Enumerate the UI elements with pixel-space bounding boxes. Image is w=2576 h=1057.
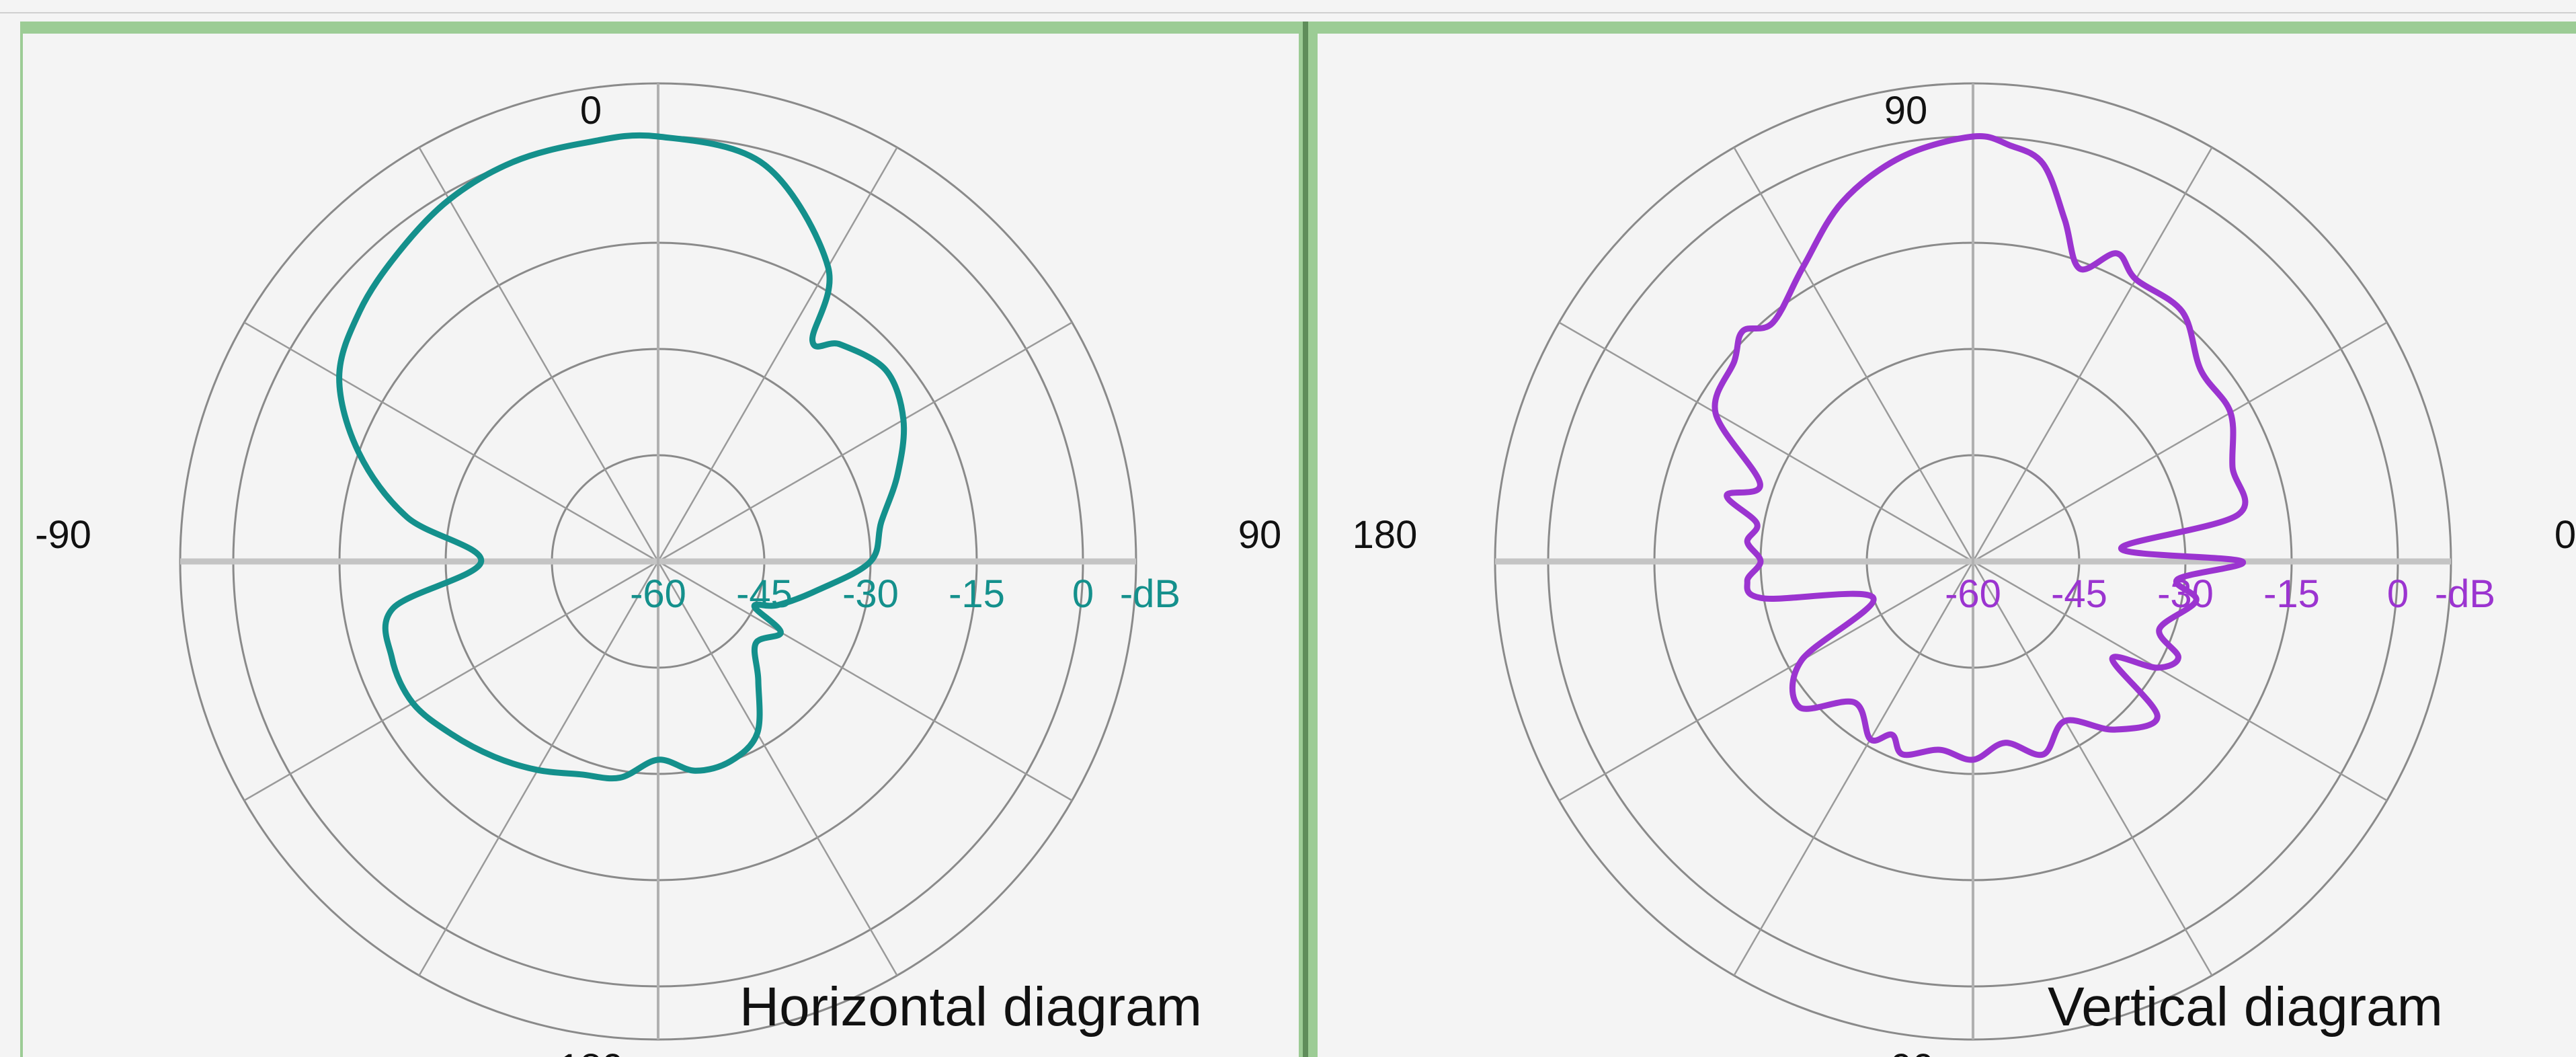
grid-spoke xyxy=(1558,560,1974,801)
radial-tick-label: -45 xyxy=(736,572,793,616)
radial-tick-label: -30 xyxy=(2157,572,2214,616)
radial-tick-label: -60 xyxy=(1945,572,2001,616)
radial-tick-label: -45 xyxy=(2051,572,2107,616)
angle-label-left: -90 xyxy=(35,513,91,557)
radial-tick-label: -15 xyxy=(2263,572,2320,616)
vertical-diagram-panel: -60 -45 -30 -15 0 -dB 90 0 -90 180 Vertical diagra… xyxy=(1315,34,2576,1057)
radial-tick-label: -30 xyxy=(842,572,899,616)
horizontal-polar-chart: -60 -45 -30 -15 0 -dB 0 90 180 -90 Horizontal diag… xyxy=(35,82,1282,1057)
angle-label-bottom: -90 xyxy=(1878,1046,1934,1057)
grid-spoke xyxy=(657,321,1073,563)
grid-spoke xyxy=(657,561,898,976)
grid-spoke xyxy=(418,147,659,562)
angle-label-right: 90 xyxy=(1238,513,1282,557)
grid-spoke xyxy=(1972,560,2388,801)
angle-label-top: 90 xyxy=(1884,89,1928,132)
grid-spoke xyxy=(657,147,898,562)
grid-spoke xyxy=(1972,561,2213,976)
grid-spoke xyxy=(1733,561,1974,976)
grid-spoke xyxy=(1972,147,2213,562)
pattern-curve xyxy=(336,132,908,782)
grid-spoke xyxy=(1733,147,1974,562)
radial-tick-label: 0 xyxy=(2387,572,2409,616)
diagram-title: Vertical diagram xyxy=(2048,976,2443,1038)
grid-spoke xyxy=(1558,321,1974,563)
radial-tick-label: -15 xyxy=(949,572,1005,616)
polar-grid xyxy=(179,82,1137,1041)
polar-grid xyxy=(1494,82,2452,1041)
radial-tick-label: 0 xyxy=(1072,572,1094,616)
unit-label: -dB xyxy=(1120,572,1180,616)
grid-spoke xyxy=(243,321,659,563)
grid-spoke xyxy=(1972,321,2388,563)
unit-label: -dB xyxy=(2435,572,2495,616)
pattern-curve xyxy=(1712,132,2249,763)
vertical-polar-chart: -60 -45 -30 -15 0 -dB 90 0 -90 180 Vertical diagra… xyxy=(1353,82,2576,1057)
window-top-edge xyxy=(0,0,2576,13)
radial-tick-label: -60 xyxy=(630,572,686,616)
angle-label-right: 0 xyxy=(2554,513,2576,557)
angle-label-left: 180 xyxy=(1353,513,1418,557)
splitter[interactable] xyxy=(1296,22,1315,1057)
radial-tick-labels: -60 -45 -30 -15 0 xyxy=(630,572,1094,616)
horizontal-diagram-panel: -60 -45 -30 -15 0 -dB 0 90 180 -90 Horizontal diag… xyxy=(20,34,1299,1057)
angle-label-top: 0 xyxy=(580,89,602,132)
diagram-title: Horizontal diagram xyxy=(739,976,1202,1038)
radial-tick-labels: -60 -45 -30 -15 0 xyxy=(1945,572,2409,616)
grid-spoke xyxy=(243,560,659,801)
grid-spoke xyxy=(657,560,1073,801)
angle-label-bottom: 180 xyxy=(559,1046,624,1057)
